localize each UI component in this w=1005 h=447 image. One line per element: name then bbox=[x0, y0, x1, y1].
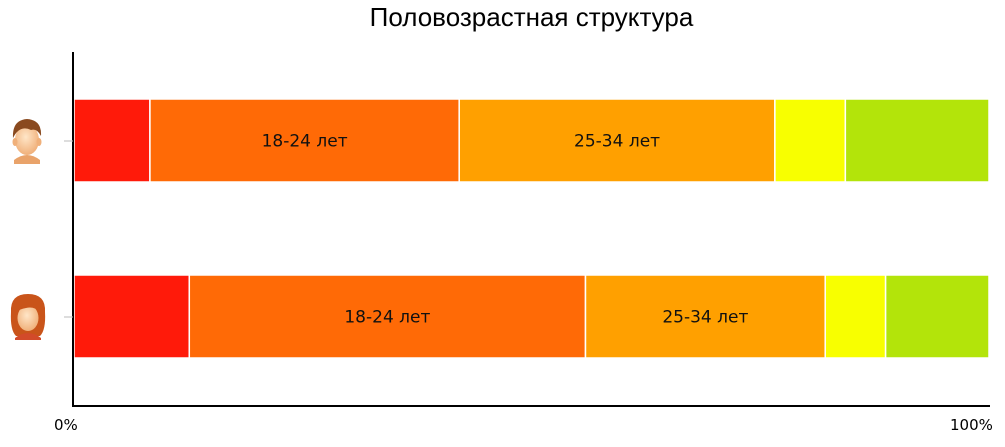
bars-group bbox=[73, 98, 990, 359]
male-icon bbox=[12, 119, 42, 164]
chart-title: Половозрастная структура bbox=[369, 2, 694, 32]
bar-female-age-45-plus[interactable] bbox=[884, 274, 990, 359]
bar-male-age-25-34[interactable] bbox=[458, 98, 776, 183]
x-tick-label-0: 0% bbox=[54, 416, 78, 434]
bar-label-female-age-18-24: 18-24 лет bbox=[344, 308, 430, 328]
bar-labels-group: 18-24 лет 25-34 лет 18-24 лет 25-34 лет bbox=[262, 132, 749, 328]
bar-male-age-under-18[interactable] bbox=[73, 98, 151, 183]
female-icon bbox=[10, 294, 46, 340]
bar-female-age-18-24[interactable] bbox=[188, 274, 587, 359]
bar-female-age-under-18[interactable] bbox=[73, 274, 191, 359]
x-tick-label-100: 100% bbox=[950, 416, 993, 434]
bar-male-age-45-plus[interactable] bbox=[844, 98, 990, 183]
bar-female-age-25-34[interactable] bbox=[584, 274, 826, 359]
bar-male-age-35-44[interactable] bbox=[774, 98, 847, 183]
bar-label-female-age-25-34: 25-34 лет bbox=[662, 308, 748, 328]
bar-female-age-35-44[interactable] bbox=[824, 274, 887, 359]
bar-label-male-age-18-24: 18-24 лет bbox=[262, 132, 348, 152]
bar-male-age-18-24[interactable] bbox=[149, 98, 460, 183]
bar-label-male-age-25-34: 25-34 лет bbox=[574, 132, 660, 152]
